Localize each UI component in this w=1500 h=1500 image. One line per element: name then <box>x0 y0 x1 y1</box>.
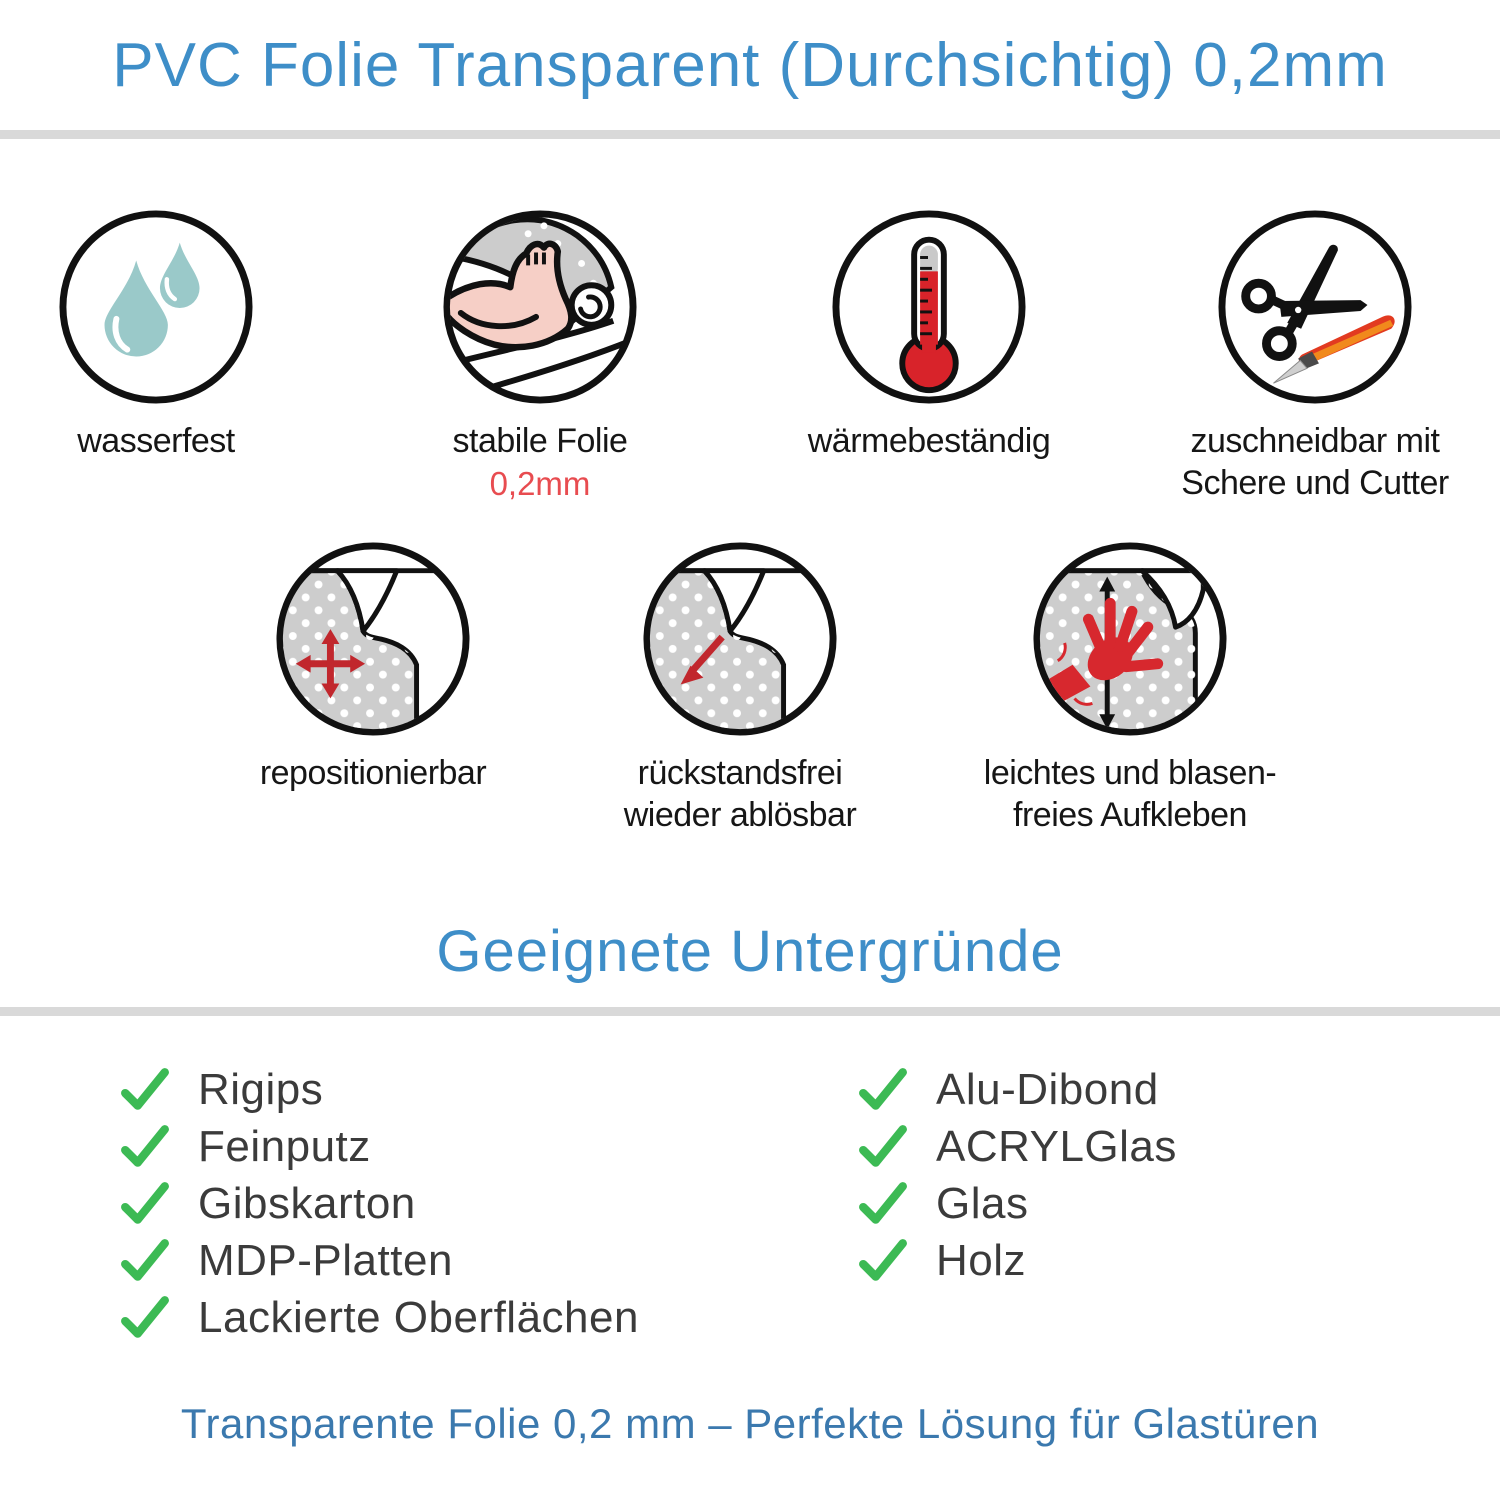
foil-peel-arrow-icon <box>643 542 837 736</box>
check-icon <box>859 1067 907 1110</box>
feature-removable: rückstandsfrei wieder ablösbar <box>570 540 910 836</box>
feature-stable-foil: stabile Folie 0,2mm <box>370 208 710 504</box>
list-item: Gibskarton <box>120 1178 639 1228</box>
list-item-label: Lackierte Oberflächen <box>198 1292 639 1342</box>
substrates-column-right: Alu-Dibond ACRYLGlas Glas Holz <box>858 1064 1177 1285</box>
scissors-cutter-icon <box>1218 210 1412 404</box>
footer-tagline: Transparente Folie 0,2 mm – Perfekte Lös… <box>180 1400 1320 1447</box>
list-item: Holz <box>858 1235 1177 1285</box>
feature-bubble-free: leichtes und blasen- freies Aufkleben <box>960 540 1300 836</box>
feature-heat-resistant: wärmebeständig <box>759 208 1099 462</box>
list-item-label: Glas <box>936 1178 1029 1228</box>
check-icon <box>121 1295 169 1338</box>
section-title: Geeignete Untergründe <box>436 919 1064 984</box>
thermometer-icon <box>832 210 1026 404</box>
divider-bar-top <box>0 130 1500 139</box>
feature-label: rückstandsfrei wieder ablösbar <box>623 754 857 834</box>
list-item: Lackierte Oberflächen <box>120 1292 639 1342</box>
list-item: MDP-Platten <box>120 1235 639 1285</box>
foil-move-arrows-icon <box>276 542 470 736</box>
list-item: Rigips <box>120 1064 639 1114</box>
feature-repositionable: repositionierbar <box>203 540 543 794</box>
list-item-label: Rigips <box>198 1064 324 1114</box>
list-item-label: Holz <box>936 1235 1027 1285</box>
water-drops-icon <box>59 210 253 404</box>
feature-sublabel: 0,2mm <box>489 465 591 502</box>
list-item-label: ACRYLGlas <box>936 1121 1177 1171</box>
divider-bar-middle <box>0 1007 1500 1016</box>
feature-cuttable: zuschneidbar mit Schere und Cutter <box>1145 208 1485 504</box>
list-item: Feinputz <box>120 1121 639 1171</box>
muscle-foil-roll-icon <box>443 210 637 404</box>
check-icon <box>859 1124 907 1167</box>
check-icon <box>121 1067 169 1110</box>
list-item-label: MDP-Platten <box>198 1235 453 1285</box>
feature-label: wärmebeständig <box>807 422 1051 460</box>
feature-label: leichtes und blasen- freies Aufkleben <box>983 754 1277 834</box>
feature-label: wasserfest <box>77 422 235 460</box>
feature-waterproof: wasserfest <box>0 208 326 462</box>
check-icon <box>121 1181 169 1224</box>
feature-label: repositionierbar <box>259 754 487 792</box>
feature-label: stabile Folie <box>452 422 628 460</box>
page-title: PVC Folie Transparent (Durchsichtig) 0,2… <box>112 31 1388 100</box>
list-item: Glas <box>858 1178 1177 1228</box>
list-item: ACRYLGlas <box>858 1121 1177 1171</box>
foil-hand-smooth-icon <box>1033 542 1227 736</box>
feature-label: zuschneidbar mit Schere und Cutter <box>1181 422 1449 502</box>
check-icon <box>859 1238 907 1281</box>
check-icon <box>121 1124 169 1167</box>
substrates-column-left: Rigips Feinputz Gibskarton MDP-Platten L… <box>120 1064 639 1342</box>
list-item-label: Gibskarton <box>198 1178 416 1228</box>
check-icon <box>121 1238 169 1281</box>
list-item-label: Alu-Dibond <box>936 1064 1159 1114</box>
check-icon <box>859 1181 907 1224</box>
list-item-label: Feinputz <box>198 1121 371 1171</box>
list-item: Alu-Dibond <box>858 1064 1177 1114</box>
